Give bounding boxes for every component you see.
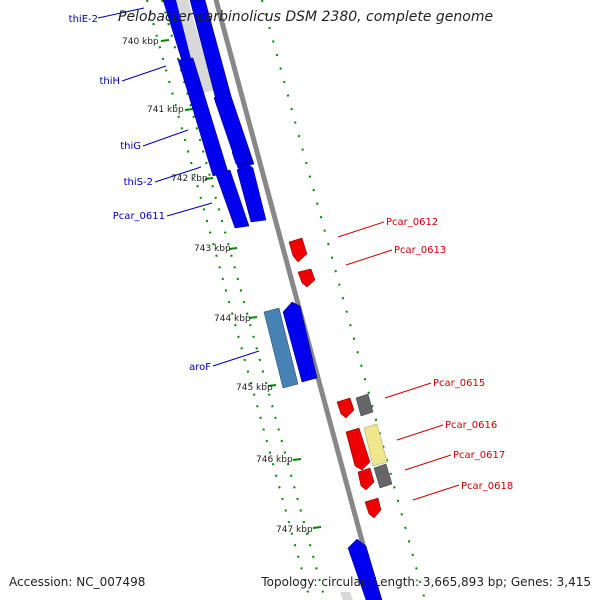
gene-Pcar_0615-grey[interactable]	[355, 393, 374, 417]
gene-bottom-forward-pale	[340, 592, 353, 600]
leader-Pcar_0617	[404, 454, 452, 471]
label-thiS-2[interactable]: thiS-2	[124, 177, 153, 188]
gene-Pcar_0617-grey[interactable]	[373, 463, 393, 489]
gene-Pcar_0611-b[interactable]	[236, 161, 267, 223]
tick-743	[228, 247, 238, 250]
kbp-label-740: 740 kbp	[122, 37, 159, 47]
reverse-leader-lines	[337, 221, 460, 501]
leader-Pcar_0611	[166, 202, 213, 217]
gene-Pcar_0616-pale[interactable]	[363, 423, 388, 467]
kbp-label-743: 743 kbp	[194, 244, 231, 254]
tick-741	[184, 108, 194, 111]
label-thiH[interactable]: thiH	[99, 76, 120, 87]
tick-745	[267, 384, 277, 387]
leader-Pcar_0613	[345, 249, 393, 266]
kbp-label-746: 746 kbp	[256, 455, 293, 465]
gene-Pcar_0615[interactable]	[336, 397, 355, 419]
leader-Pcar_0618	[412, 484, 460, 501]
tick-742	[204, 177, 214, 180]
label-aroF[interactable]: aroF	[189, 362, 211, 373]
leader-thiS-2	[154, 166, 202, 183]
leader-Pcar_0616	[396, 424, 444, 441]
label-Pcar_0612[interactable]: Pcar_0612	[386, 217, 438, 228]
kbp-labels: 740 kbp 741 kbp 742 kbp 743 kbp 744 kbp …	[122, 37, 313, 535]
leader-Pcar_0612	[337, 221, 385, 238]
label-Pcar_0615[interactable]: Pcar_0615	[433, 378, 485, 389]
reverse-outer-guide	[261, 0, 426, 600]
tick-740	[160, 39, 170, 42]
label-Pcar_0616[interactable]: Pcar_0616	[445, 420, 497, 431]
tick-744	[248, 316, 258, 319]
gene-Pcar_0616[interactable]	[345, 427, 371, 471]
kbp-label-745: 745 kbp	[236, 383, 273, 393]
leader-thiE-2	[97, 7, 145, 19]
kbp-label-747: 747 kbp	[276, 525, 313, 535]
label-thiE-2[interactable]: thiE-2	[69, 14, 98, 25]
forward-inner-guide	[161, 0, 326, 600]
gene-thiE-2-pale	[176, 0, 214, 94]
label-Pcar_0611[interactable]: Pcar_0611	[113, 211, 165, 222]
kbp-label-741: 741 kbp	[147, 105, 184, 115]
kbp-label-744: 744 kbp	[214, 314, 251, 324]
kbp-label-742: 742 kbp	[171, 174, 208, 184]
gene-Pcar_0618[interactable]	[364, 497, 382, 519]
reverse-genes	[288, 237, 393, 519]
leader-aroF	[212, 350, 260, 367]
label-thiG[interactable]: thiG	[120, 141, 141, 152]
leader-Pcar_0615	[384, 382, 432, 399]
tick-746	[292, 458, 302, 461]
map-title: Pelobacter carbinolicus DSM 2380, comple…	[118, 9, 494, 25]
leader-thiH	[121, 65, 167, 82]
gene-aroF-b[interactable]	[282, 301, 318, 383]
gene-aroF[interactable]	[263, 307, 299, 389]
forward-leader-lines	[97, 7, 260, 367]
gene-Pcar_0617[interactable]	[357, 467, 375, 491]
forward-gene-labels: thiE-2 thiH thiG thiS-2 Pcar_0611 aroF	[69, 14, 212, 373]
label-Pcar_0613[interactable]: Pcar_0613	[394, 245, 446, 256]
gene-thiS-2[interactable]	[231, 144, 252, 165]
label-Pcar_0617[interactable]: Pcar_0617	[453, 450, 505, 461]
reverse-gene-labels: Pcar_0612 Pcar_0613 Pcar_0615 Pcar_0616 …	[386, 217, 513, 492]
kbp-ticks	[160, 39, 322, 529]
genome-backbone	[213, 0, 381, 600]
leader-thiG	[142, 129, 189, 147]
label-Pcar_0618[interactable]: Pcar_0618	[461, 481, 513, 492]
gene-Pcar_0611[interactable]	[214, 169, 250, 229]
genome-summary-text: Topology: circular; Length: 3,665,893 bp…	[261, 575, 591, 589]
tick-747	[312, 526, 322, 529]
gene-Pcar_0612[interactable]	[288, 237, 308, 263]
gene-bottom-forward[interactable]	[347, 538, 383, 600]
accession-text: Accession: NC_007498	[9, 575, 146, 589]
forward-genes	[162, 0, 383, 600]
gene-Pcar_0613[interactable]	[297, 268, 316, 288]
